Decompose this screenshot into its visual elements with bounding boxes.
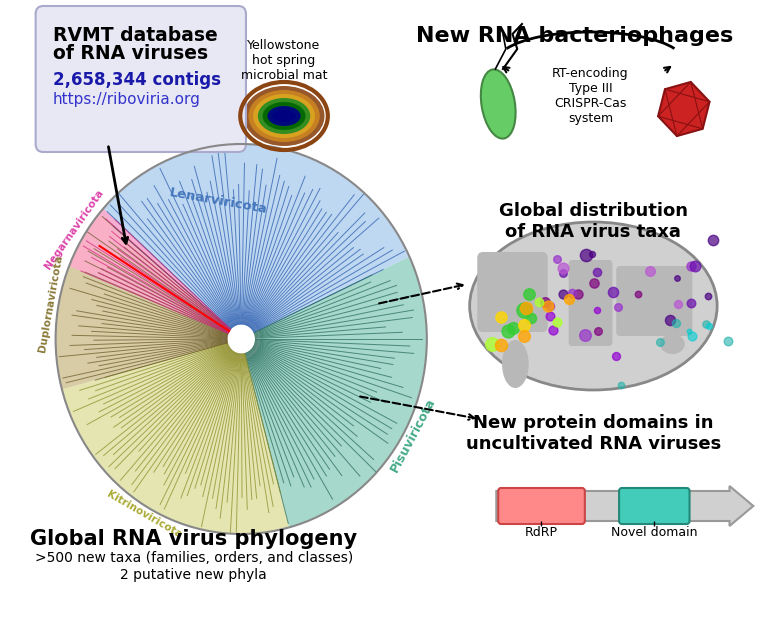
Ellipse shape — [481, 69, 515, 139]
FancyBboxPatch shape — [477, 252, 548, 332]
Point — [518, 331, 530, 341]
FancyArrow shape — [496, 486, 753, 526]
Point — [644, 266, 657, 276]
Wedge shape — [62, 344, 290, 534]
Text: of RNA viruses: of RNA viruses — [53, 44, 208, 63]
Text: Global RNA virus phylogeny: Global RNA virus phylogeny — [30, 529, 357, 549]
Point — [551, 254, 563, 264]
Ellipse shape — [253, 94, 315, 138]
Text: https://riboviria.org: https://riboviria.org — [53, 92, 200, 107]
Text: New RNA bacteriophages: New RNA bacteriophages — [415, 26, 733, 46]
Point — [671, 273, 684, 283]
Point — [612, 301, 624, 311]
Point — [722, 336, 734, 346]
Text: Pisuviricota: Pisuviricota — [389, 396, 439, 475]
Point — [685, 261, 697, 271]
Point — [518, 305, 530, 315]
Point — [580, 250, 592, 260]
Point — [591, 267, 604, 277]
FancyBboxPatch shape — [498, 488, 584, 524]
Text: Novel domain: Novel domain — [611, 526, 697, 539]
Ellipse shape — [660, 334, 685, 354]
Ellipse shape — [267, 106, 301, 126]
Point — [586, 249, 598, 259]
Text: Global distribution
of RNA virus taxa: Global distribution of RNA virus taxa — [499, 202, 688, 241]
Point — [672, 299, 684, 309]
Ellipse shape — [470, 222, 717, 390]
Point — [689, 261, 701, 271]
Point — [592, 327, 604, 337]
Text: RVMT database: RVMT database — [53, 26, 217, 45]
Text: New protein domains in
uncultivated RNA viruses: New protein domains in uncultivated RNA … — [465, 414, 721, 453]
Point — [557, 263, 569, 273]
Point — [686, 331, 698, 341]
Ellipse shape — [243, 86, 325, 146]
Point — [557, 268, 569, 278]
Text: Lenarviricota: Lenarviricota — [168, 186, 268, 216]
Point — [707, 235, 720, 245]
Point — [544, 301, 556, 311]
Text: Duplornaviricota: Duplornaviricota — [38, 254, 65, 353]
FancyBboxPatch shape — [616, 266, 693, 336]
Point — [541, 301, 554, 311]
Point — [533, 297, 545, 307]
Point — [522, 288, 535, 299]
Point — [610, 351, 622, 361]
Text: Negarnaviricota: Negarnaviricota — [43, 188, 105, 271]
Text: 2,658,344 contigs: 2,658,344 contigs — [53, 71, 220, 89]
Point — [607, 287, 619, 297]
Point — [684, 297, 697, 307]
Point — [700, 320, 713, 330]
Point — [525, 313, 538, 323]
Ellipse shape — [258, 98, 310, 134]
FancyBboxPatch shape — [568, 260, 612, 346]
Point — [547, 325, 559, 335]
Text: Kitrinoviricota: Kitrinoviricota — [105, 489, 184, 540]
Text: Yellowstone
hot spring
microbial mat: Yellowstone hot spring microbial mat — [241, 39, 327, 82]
Wedge shape — [99, 144, 409, 330]
Point — [703, 321, 715, 331]
Point — [557, 289, 569, 299]
Point — [563, 294, 575, 304]
Point — [508, 323, 520, 333]
Text: RdRP: RdRP — [525, 526, 558, 539]
Point — [683, 326, 695, 336]
Wedge shape — [55, 214, 227, 389]
Wedge shape — [69, 209, 227, 332]
Point — [664, 315, 676, 325]
Point — [572, 289, 584, 299]
Ellipse shape — [263, 102, 306, 130]
Ellipse shape — [272, 110, 296, 122]
Ellipse shape — [248, 90, 319, 142]
Point — [521, 303, 533, 313]
Point — [551, 317, 563, 327]
Point — [544, 311, 556, 321]
Point — [591, 304, 604, 314]
Wedge shape — [247, 257, 427, 527]
Point — [538, 297, 551, 307]
Point — [579, 330, 591, 340]
Point — [654, 337, 666, 347]
Polygon shape — [658, 82, 710, 136]
Point — [486, 339, 498, 349]
Point — [495, 340, 507, 350]
Point — [614, 380, 627, 391]
Text: RT-encoding
Type III
CRISPR-Cas
system: RT-encoding Type III CRISPR-Cas system — [552, 67, 629, 125]
Point — [670, 318, 683, 328]
Point — [518, 320, 530, 330]
Point — [502, 326, 514, 336]
Point — [632, 289, 644, 299]
FancyBboxPatch shape — [619, 488, 690, 524]
Point — [702, 292, 714, 302]
Point — [588, 278, 601, 288]
Ellipse shape — [502, 340, 528, 388]
FancyBboxPatch shape — [35, 6, 246, 152]
Text: 2 putative new phyla: 2 putative new phyla — [121, 568, 267, 582]
Point — [566, 288, 578, 298]
Point — [495, 312, 508, 322]
Text: >500 new taxa (families, orders, and classes): >500 new taxa (families, orders, and cla… — [35, 551, 353, 565]
